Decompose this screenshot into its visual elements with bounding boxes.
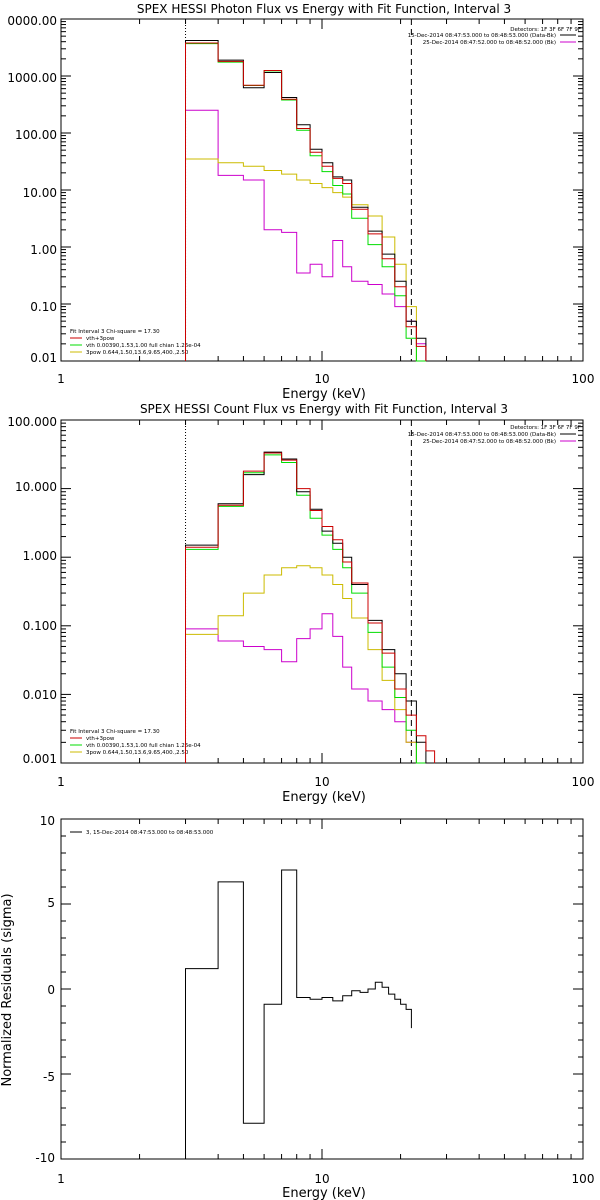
count-y-tick: 0.100 <box>23 619 57 633</box>
series-data-bk-histogram <box>185 451 435 764</box>
photon-flux-panel: SPEX HESSI Photon Flux vs Energy with Fi… <box>7 2 594 402</box>
residuals-histogram <box>185 869 412 1159</box>
count-y-tick: 0.001 <box>23 752 57 766</box>
series-3pow-histogram <box>185 565 435 764</box>
series-data-bk-histogram <box>185 40 427 361</box>
count-x-tick: 1 <box>57 775 65 789</box>
photon-y-tick: 100.00 <box>15 128 57 142</box>
photon-y-tick-top: 0000.00 <box>7 14 57 28</box>
plot-frame-photon <box>60 18 584 362</box>
photon-fit-info: Fit Interval 3 Chi-square = 17.30 <box>70 329 160 335</box>
photon-legend-3pow: 3pow 0.644,1.50,13.6,9.65,400.,2.50 <box>86 350 189 356</box>
series-3pow-histogram <box>185 158 426 362</box>
residuals-x-tick: 100 <box>572 1172 595 1186</box>
photon-y-tick: 0.01 <box>30 351 57 365</box>
count-fit-info: Fit Interval 3 Chi-square = 17.30 <box>70 729 160 735</box>
photon-legend-vth: vth 0.00390,1.53,1.00 full chian 1.26e-0… <box>86 343 201 349</box>
photon-x-tick: 100 <box>572 372 595 386</box>
count-x-axis-label: Energy (keV) <box>282 790 366 805</box>
count-legend-3pow: 3pow 0.644,1.50,13.6,9.65,400.,2.50 <box>86 750 189 756</box>
residuals-y-tick: -5 <box>43 1070 55 1084</box>
residuals-panel: Energy (keV) Normalized Residuals (sigma… <box>0 814 594 1200</box>
count-info-bk-interval: 25-Dec-2014 08:47:52.000 to 08:48:52.000… <box>423 439 556 445</box>
photon-info-bk-interval: 25-Dec-2014 08:47:52.000 to 08:48:52.000… <box>423 40 556 46</box>
count-chart-title: SPEX HESSI Count Flux vs Energy with Fit… <box>140 402 508 416</box>
count-x-tick: 10 <box>314 775 329 789</box>
residuals-y-tick: 0 <box>47 983 55 997</box>
residuals-x-tick: 1 <box>57 1172 65 1186</box>
series-vth-3pow-histogram <box>185 42 427 361</box>
photon-y-tick: 0.10 <box>30 300 57 314</box>
residuals-y-axis-label: Normalized Residuals (sigma) <box>0 893 15 1086</box>
photon-x-tick: 10 <box>314 372 329 386</box>
count-y-tick: 0.010 <box>23 688 57 702</box>
series-bk-histogram <box>185 109 427 361</box>
count-legend-vth: vth 0.00390,1.53,1.00 full chian 1.26e-0… <box>86 743 201 749</box>
residuals-x-axis-label: Energy (keV) <box>282 1186 366 1200</box>
photon-legend-model: vth+3pow <box>86 336 115 342</box>
count-y-tick: 1.000 <box>23 549 57 563</box>
count-y-tick: 100.000 <box>7 415 57 429</box>
count-info-data-interval: 15-Dec-2014 08:47:53.000 to 08:48:53.000… <box>408 432 556 438</box>
photon-info-detectors: Detectors: 1F 3F 6F 7F 9F <box>510 27 581 33</box>
photon-x-tick: 1 <box>57 372 65 386</box>
photon-info-data-interval: 15-Dec-2014 08:47:53.000 to 08:48:53.000… <box>408 33 556 39</box>
series-bk-histogram <box>185 613 435 764</box>
residuals-y-tick: 10 <box>40 814 55 828</box>
count-flux-panel: SPEX HESSI Count Flux vs Energy with Fit… <box>7 402 594 805</box>
count-info-detectors: Detectors: 1F 3F 6F 7F 9F <box>510 425 581 431</box>
residuals-y-tick: -10 <box>35 1151 55 1165</box>
series-vth-histogram <box>185 43 426 362</box>
count-y-tick: 10.000 <box>15 480 57 494</box>
photon-x-axis-label: Energy (keV) <box>282 387 366 402</box>
plot-frame-residuals <box>60 818 584 1160</box>
series-vth-3pow-histogram <box>185 452 436 763</box>
residuals-legend: 3, 15-Dec-2014 08:47:53.000 to 08:48:53.… <box>86 830 214 836</box>
residuals-y-tick: 5 <box>47 896 55 910</box>
count-legend-model: vth+3pow <box>86 736 115 742</box>
photon-y-tick: 1000.00 <box>7 71 57 85</box>
photon-y-tick: 1.00 <box>30 243 57 257</box>
photon-chart-title: SPEX HESSI Photon Flux vs Energy with Fi… <box>137 2 511 16</box>
residuals-x-tick: 10 <box>314 1172 329 1186</box>
photon-y-tick: 10.00 <box>23 186 57 200</box>
count-x-tick: 100 <box>572 775 595 789</box>
plot-frame-count <box>60 419 584 764</box>
